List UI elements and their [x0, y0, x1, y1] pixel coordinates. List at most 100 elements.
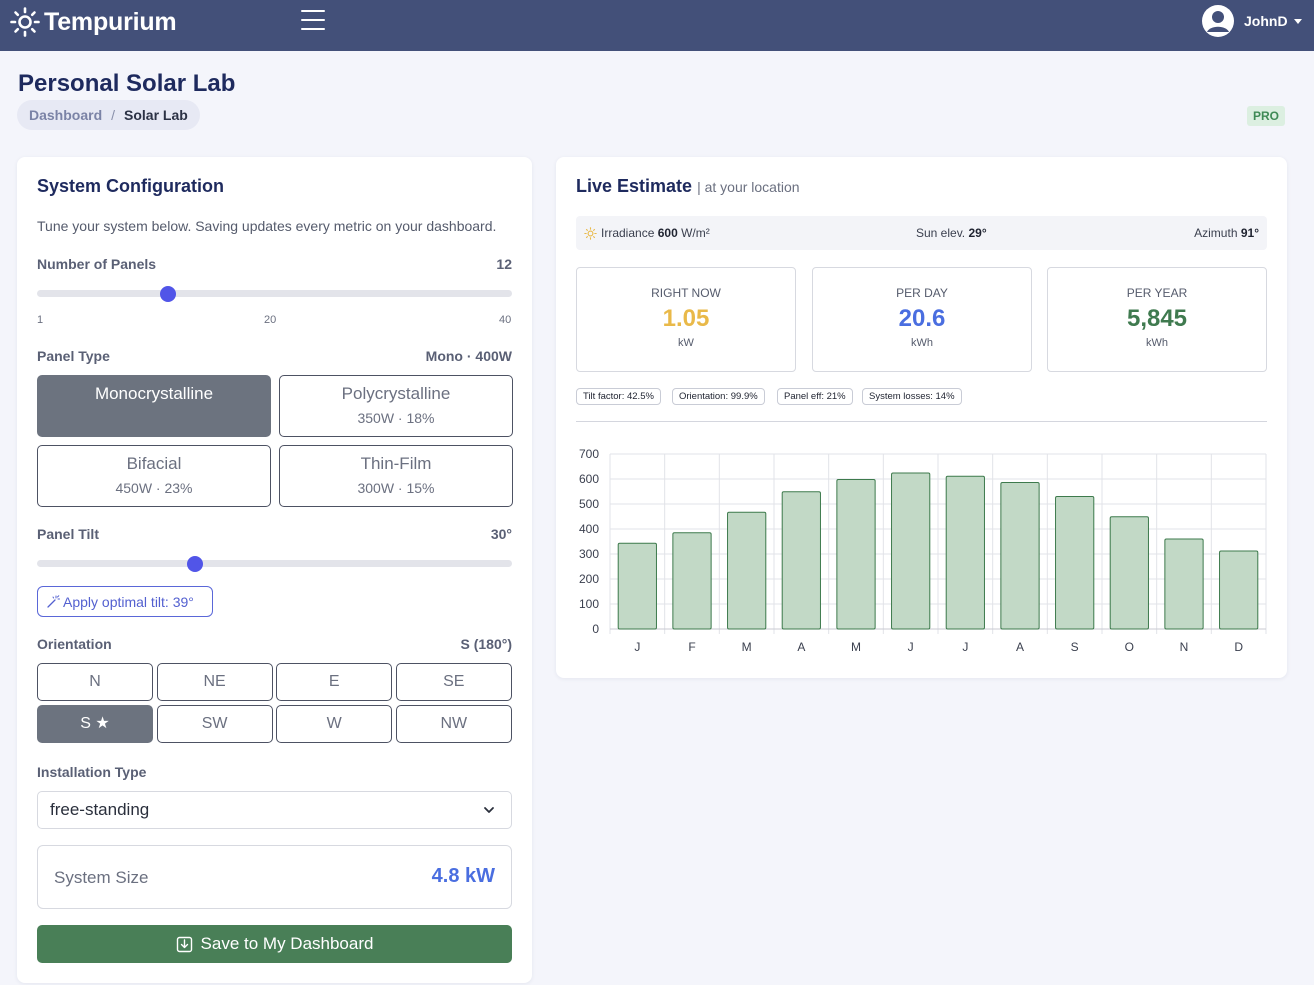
irradiance-value: 600: [657, 226, 678, 240]
menu-toggle-icon[interactable]: [301, 10, 325, 32]
metric-value: 1.05: [662, 305, 710, 332]
magic-wand-icon: [47, 594, 60, 608]
chevron-down-icon: [484, 807, 494, 813]
tilt-slider[interactable]: [37, 555, 512, 572]
bar-7: [1000, 482, 1040, 630]
metric-right-now: RIGHT NOW 1.05 kW: [576, 267, 796, 372]
save-to-dashboard-button[interactable]: Save to My Dashboard: [37, 925, 512, 963]
card-subtitle: | at your location: [697, 179, 800, 195]
orientation-option[interactable]: NE: [156, 663, 273, 701]
tilt-value: 30°: [490, 526, 512, 542]
panels-slider-thumb[interactable]: [159, 285, 176, 302]
x-tick-label: D: [1234, 640, 1243, 654]
metric-value: 20.6: [898, 305, 946, 332]
installation-type-label: Installation Type: [37, 764, 147, 780]
y-tick-label: 200: [579, 572, 599, 586]
pro-badge: PRO: [1247, 106, 1286, 126]
azimuth-label: Azimuth: [1194, 226, 1238, 240]
divider: [576, 421, 1267, 422]
bar-4: [836, 479, 876, 630]
metric-per-year: PER YEAR 5,845 kWh: [1047, 267, 1267, 372]
top-navbar: Tempurium JohnD: [0, 0, 1314, 51]
card-title: Live Estimate: [576, 176, 693, 196]
panel-type-value: Mono · 400W: [425, 348, 512, 364]
user-menu[interactable]: JohnD: [1202, 5, 1302, 37]
y-tick-label: 100: [579, 597, 599, 611]
orientation-option[interactable]: SE: [395, 663, 512, 701]
metric-unit: kWh: [1146, 337, 1168, 349]
y-tick-label: 600: [579, 472, 599, 486]
user-name: JohnD: [1244, 13, 1288, 29]
panel-type-polycrystalline[interactable]: Polycrystalline 350W · 18%: [279, 375, 513, 437]
panel-type-name: Thin-Film: [360, 454, 432, 473]
panel-type-name: Monocrystalline: [94, 384, 214, 403]
sun-logo-icon: [10, 7, 40, 37]
factor-pill-orientation: Orientation: 99.9%: [672, 388, 765, 405]
sun-conditions-bar: Irradiance 600 W/m² Sun elev. 29° Azimut…: [576, 216, 1267, 250]
orientation-value: S (180°): [460, 636, 512, 652]
panel-type-spec: 350W · 18%: [357, 410, 435, 426]
panel-type-spec: 450W · 23%: [115, 480, 193, 496]
panels-slider[interactable]: [37, 285, 512, 302]
sun-elev-label: Sun elev.: [916, 226, 966, 240]
system-size-box: System Size 4.8 kW: [37, 845, 512, 909]
y-tick-label: 400: [579, 522, 599, 536]
orientation-option[interactable]: SW: [156, 705, 273, 743]
x-tick-label: A: [1016, 640, 1024, 654]
breadcrumb-current: Solar Lab: [124, 107, 188, 123]
x-tick-label: A: [797, 640, 805, 654]
system-configuration-card: System Configuration Tune your system be…: [17, 157, 532, 983]
x-tick-label: O: [1125, 640, 1134, 654]
metric-key: PER YEAR: [1126, 286, 1188, 300]
panel-type-name: Bifacial: [126, 454, 182, 473]
factor-pill-panel-eff: Panel eff: 21%: [777, 388, 853, 405]
brand-logo[interactable]: Tempurium: [9, 6, 177, 38]
installation-type-select[interactable]: free-standing: [37, 791, 512, 829]
card-description: Tune your system below. Saving updates e…: [37, 218, 497, 234]
irradiance-unit: W/m²: [681, 226, 710, 240]
tilt-label: Panel Tilt: [37, 526, 99, 542]
orientation-option[interactable]: E: [276, 663, 393, 701]
irradiance-label: Irradiance: [601, 226, 655, 240]
panel-type-name: Polycrystalline: [341, 384, 451, 403]
factor-pill-tilt: Tilt factor: 42.5%: [576, 388, 661, 405]
breadcrumb-dashboard[interactable]: Dashboard: [29, 107, 103, 123]
bar-6: [945, 475, 985, 630]
sun-icon: [584, 226, 597, 240]
tilt-slider-thumb[interactable]: [187, 555, 204, 572]
bar-2: [727, 511, 767, 630]
panel-type-bifacial[interactable]: Bifacial 450W · 23%: [37, 445, 271, 507]
bar-3: [781, 491, 821, 630]
x-tick-label: J: [908, 640, 914, 654]
panel-type-label: Panel Type: [37, 348, 110, 364]
chevron-down-icon: [1293, 18, 1302, 24]
user-icon: [1207, 11, 1229, 32]
apply-optimal-tilt-button[interactable]: Apply optimal tilt: 39°: [37, 586, 213, 617]
y-tick-label: 0: [592, 622, 599, 636]
breadcrumb-separator: /: [111, 107, 116, 123]
metric-key: PER DAY: [896, 286, 948, 300]
y-tick-label: 300: [579, 547, 599, 561]
bar-5: [891, 472, 931, 630]
panel-type-monocrystalline[interactable]: Monocrystalline: [37, 375, 271, 437]
azimuth-value: 91°: [1240, 226, 1259, 240]
avatar: [1202, 5, 1234, 37]
orientation-option[interactable]: W: [276, 705, 393, 743]
x-tick-label: M: [742, 640, 752, 654]
page-title: Personal Solar Lab: [18, 70, 236, 97]
system-size-label: System Size: [54, 868, 149, 887]
installation-type-value: free-standing: [50, 800, 150, 819]
panel-type-thin-film[interactable]: Thin-Film 300W · 15%: [279, 445, 513, 507]
orientation-option[interactable]: S ★: [37, 705, 153, 743]
card-title: System Configuration: [37, 176, 225, 196]
orientation-option[interactable]: NW: [395, 705, 512, 743]
panels-value: 12: [496, 256, 512, 272]
apply-optimal-tilt-label: Apply optimal tilt: 39°: [63, 593, 194, 610]
x-tick-label: J: [962, 640, 968, 654]
y-tick-label: 500: [579, 497, 599, 511]
orientation-option[interactable]: N: [37, 663, 153, 701]
panels-tick-mid: 20: [264, 314, 277, 326]
bar-1: [672, 532, 712, 630]
sun-elev-value: 29°: [968, 226, 987, 240]
metric-unit: kW: [678, 337, 694, 349]
